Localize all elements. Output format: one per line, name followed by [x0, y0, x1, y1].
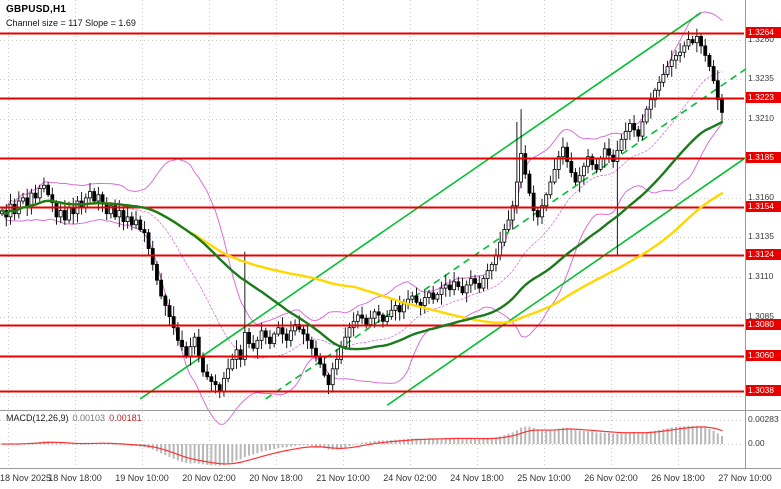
time-axis-label: 18 Nov 18:00 [48, 473, 102, 483]
price-axis-label: 1.3085 [748, 311, 774, 321]
price-axis-label: 1.3235 [748, 73, 774, 83]
price-level-badge: 1.3264 [746, 27, 781, 38]
macd-axis-label: 0.00283 [748, 414, 779, 424]
time-axis-label: 25 Nov 10:00 [517, 473, 571, 483]
price-level-badge: 1.3060 [746, 350, 781, 361]
price-level-badge: 1.3080 [746, 319, 781, 330]
time-axis-label: 20 Nov 18:00 [249, 473, 303, 483]
price-axis-label: 1.3160 [748, 192, 774, 202]
price-level-badge: 1.3223 [746, 92, 781, 103]
channel-info-label: Channel size = 117 Slope = 1.69 [6, 18, 136, 28]
time-axis-label: 18 Nov 2025 [0, 473, 52, 483]
time-axis-label: 24 Nov 02:00 [383, 473, 437, 483]
time-axis-label: 24 Nov 18:00 [450, 473, 504, 483]
time-axis-label: 21 Nov 10:00 [316, 473, 370, 483]
time-axis-label: 20 Nov 02:00 [182, 473, 236, 483]
symbol-timeframe-label: GBPUSD,H1 [6, 4, 67, 15]
macd-signal-value: 0.00181 [109, 413, 142, 423]
time-axis-label: 19 Nov 10:00 [115, 473, 169, 483]
price-level-badge: 1.3124 [746, 249, 781, 260]
price-axis-label: 1.3260 [748, 34, 774, 44]
macd-axis-label: 0.00 [748, 438, 765, 448]
time-axis-label: 27 Nov 10:00 [718, 473, 772, 483]
price-axis-label: 1.3210 [748, 113, 774, 123]
price-level-badge: 1.3185 [746, 152, 781, 163]
macd-name: MACD(12,26,9) [6, 413, 69, 423]
time-axis-label: 26 Nov 18:00 [651, 473, 705, 483]
price-level-badge: 1.3154 [746, 201, 781, 212]
price-axis-label: 1.3110 [748, 271, 774, 281]
macd-main-value: 0.00103 [72, 413, 106, 423]
price-axis-label: 1.3135 [748, 231, 774, 241]
time-axis-label: 26 Nov 02:00 [584, 473, 638, 483]
chart-header: GBPUSD,H1 Channel size = 117 Slope = 1.6… [6, 4, 136, 28]
price-level-badge: 1.3038 [746, 385, 781, 396]
macd-indicator-label: MACD(12,26,9) 0.00103 0.00181 [6, 413, 142, 423]
